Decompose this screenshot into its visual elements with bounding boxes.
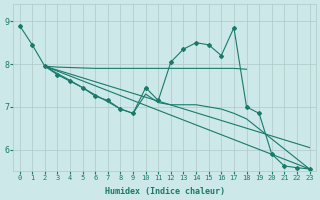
X-axis label: Humidex (Indice chaleur): Humidex (Indice chaleur)	[105, 187, 225, 196]
